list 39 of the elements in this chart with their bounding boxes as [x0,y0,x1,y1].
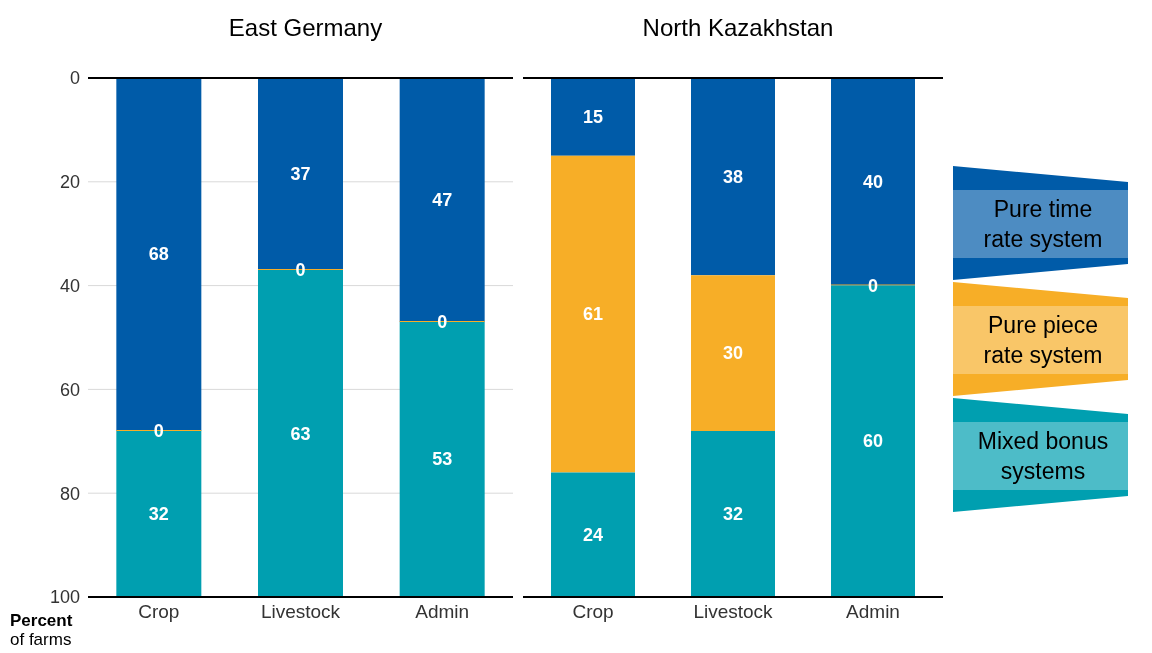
y-tick-label: 80 [59,483,80,504]
x-tick-label: Admin [415,601,470,623]
y-tick-label: 20 [59,172,80,193]
data-label: 37 [290,164,311,185]
data-label: 47 [432,189,453,210]
data-label: 68 [148,244,169,265]
data-label: 24 [582,524,604,545]
data-label: 30 [722,343,744,364]
bar [551,155,635,473]
y-tick-label: 40 [59,275,80,296]
bar [691,275,775,431]
bar [551,472,635,597]
bar [691,430,775,597]
data-label: 32 [148,503,169,524]
data-label: 38 [722,166,744,187]
x-tick-label: Livestock [693,601,774,623]
y-axis-title: Percent of farms [10,611,74,649]
chart-title: East Germany [227,13,384,43]
y-tick-label: 100 [49,587,80,608]
x-tick-label: Crop [138,601,180,623]
x-tick-label: Livestock [260,601,341,623]
data-label: 61 [582,304,604,325]
text: Mixed bonus systems [976,427,1110,486]
text: Pure time rate system [982,195,1104,254]
x-tick-label: Admin [846,601,900,623]
data-label: 0 [867,275,879,296]
bar [691,78,775,276]
data-label: 60 [862,431,884,452]
text: Pure piece rate system [982,311,1104,370]
data-label: 32 [722,503,744,524]
bar [551,78,635,156]
data-label: 15 [582,106,604,127]
y-tick-label: 0 [69,68,80,89]
chart-title: North Kazakhstan [641,13,835,43]
data-label: 63 [290,423,311,444]
data-label: 53 [432,449,453,470]
y-tick-label: 60 [59,379,80,400]
x-tick-label: Crop [572,601,614,623]
data-label: 40 [862,171,884,192]
